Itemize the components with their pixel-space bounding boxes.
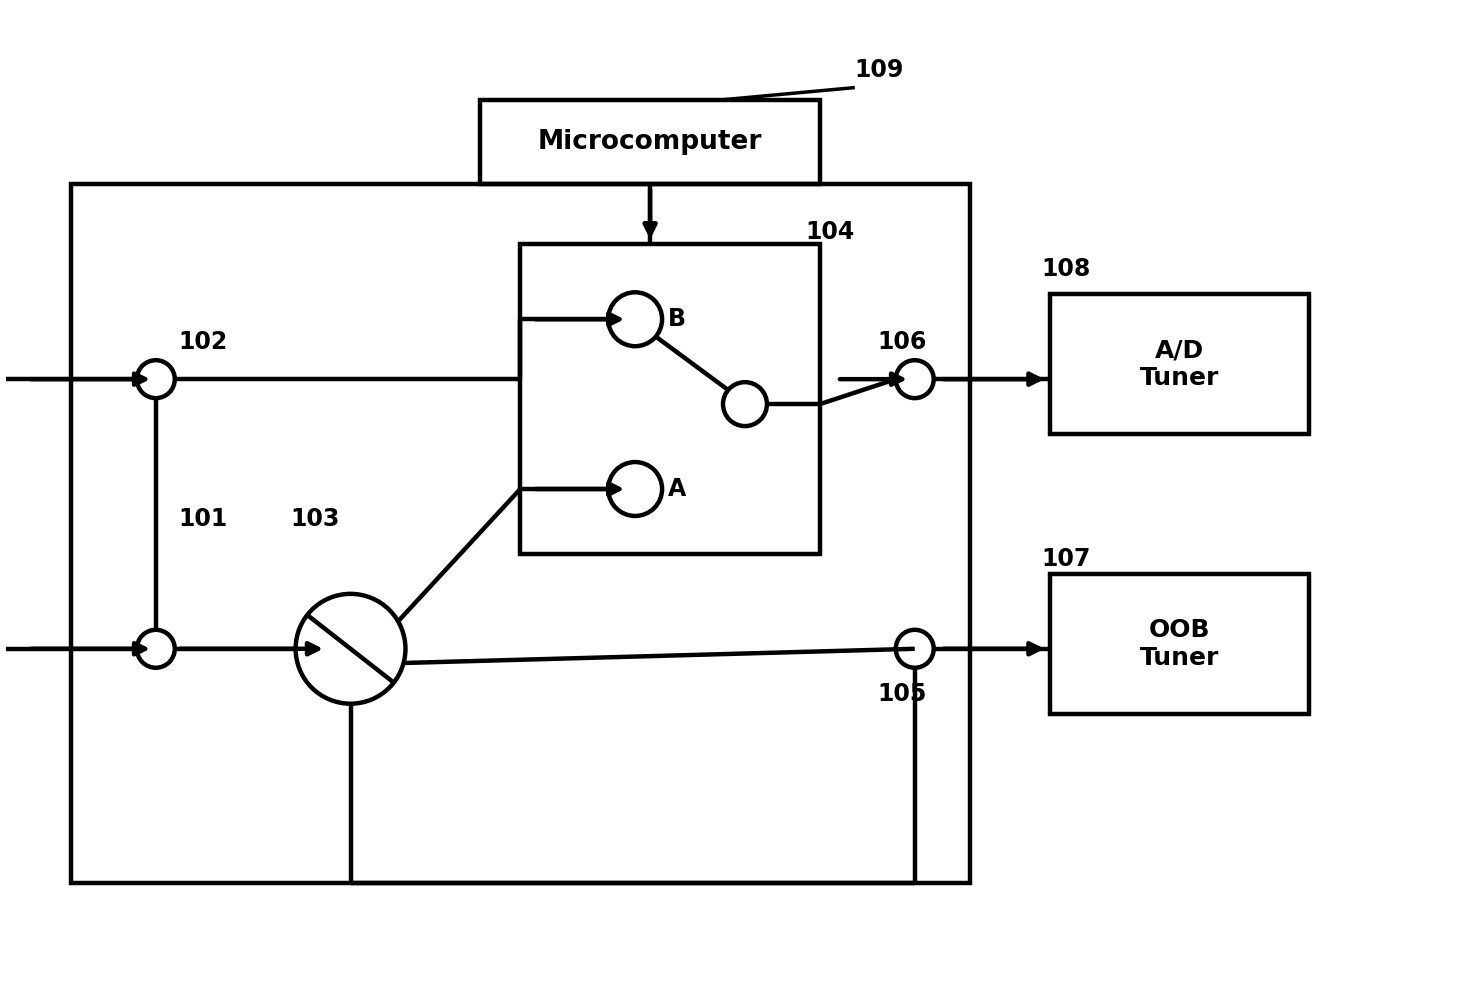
Text: 102: 102 [178,331,228,354]
Text: A: A [668,477,687,501]
Text: 107: 107 [1042,547,1091,571]
Text: Microcomputer: Microcomputer [538,129,763,155]
Text: 109: 109 [855,58,904,82]
Text: 108: 108 [1042,257,1091,281]
Bar [72,184,970,884]
Text: B: B [668,307,687,332]
Bar [481,99,820,184]
Bar [520,244,820,554]
Bar [1049,294,1309,434]
Text: 101: 101 [178,507,228,531]
Text: 104: 104 [805,220,855,244]
Text: 103: 103 [291,507,340,531]
Text: 105: 105 [878,682,928,706]
Text: 106: 106 [878,331,928,354]
Text: OOB
Tuner: OOB Tuner [1140,618,1218,670]
Text: A/D
Tuner: A/D Tuner [1140,338,1218,390]
Bar [1049,574,1309,713]
